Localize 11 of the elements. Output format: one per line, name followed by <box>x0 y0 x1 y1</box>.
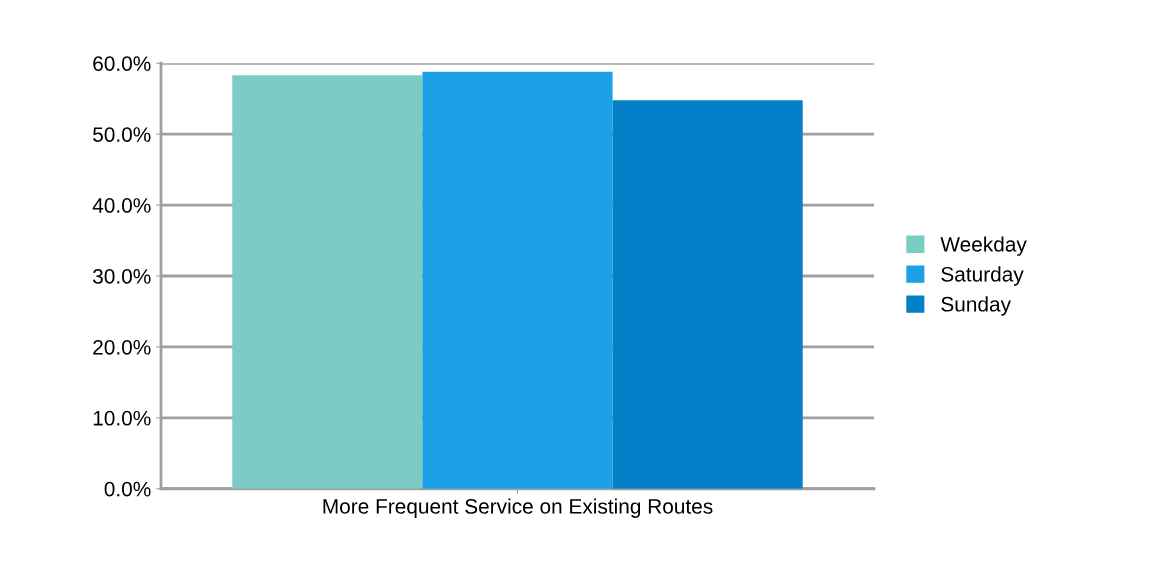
y-tick-label: 50.0% <box>93 127 151 142</box>
y-tick-label: 10.0% <box>93 410 151 426</box>
legend-label: Saturday <box>941 266 1024 286</box>
y-tick-label: 20.0% <box>93 339 151 355</box>
y-tick-label: 30.0% <box>93 269 151 284</box>
y-tick-label: 60.0% <box>93 56 151 71</box>
legend-label: Weekday <box>940 236 1027 256</box>
y-tick-label: 40.0% <box>92 198 151 213</box>
y-tick-label: 0.0% <box>104 481 151 497</box>
legend-label: Sunday <box>941 296 1011 316</box>
x-tick-label: More Frequent Service on Existing Routes <box>323 498 713 518</box>
